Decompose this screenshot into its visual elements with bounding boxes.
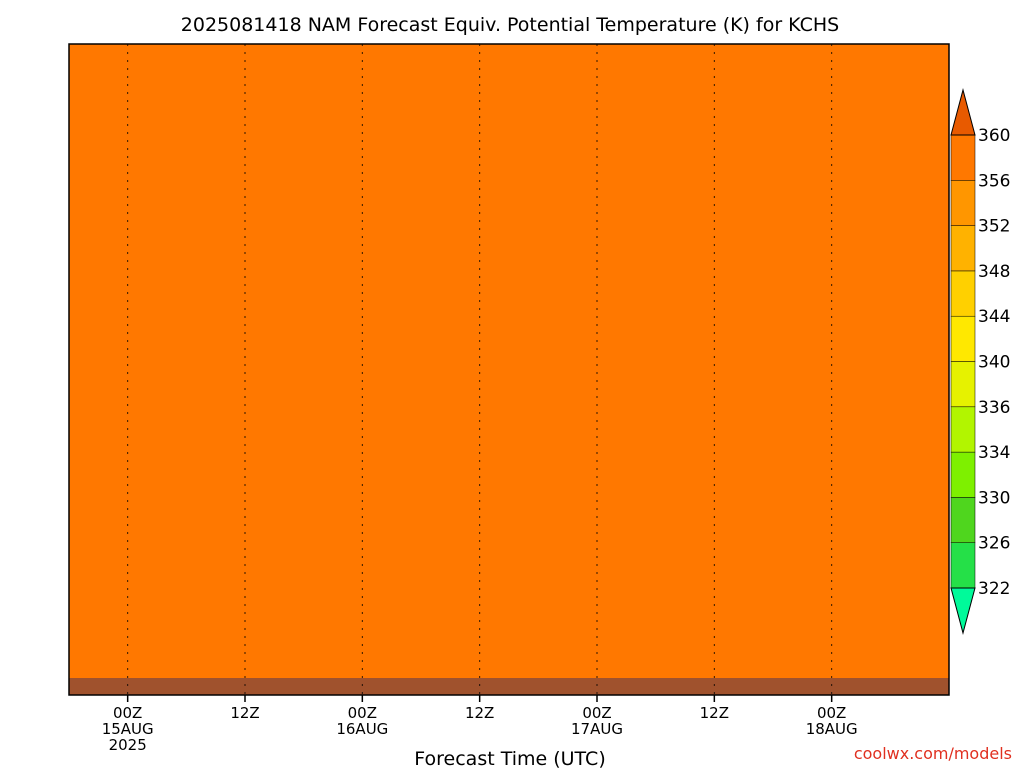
x-tick-label: 12Z	[700, 704, 729, 722]
colorbar-label: 336	[978, 398, 1010, 418]
colorbar-swatch	[950, 225, 976, 272]
ground-strip	[69, 678, 949, 695]
colorbar-swatch	[950, 180, 976, 226]
colorbar-label: 360	[978, 126, 1010, 146]
colorbar-swatch	[950, 270, 976, 317]
colorbar-swatch	[950, 406, 976, 453]
colorbar-label: 344	[978, 307, 1010, 327]
x-tick-label: 00Z	[582, 704, 611, 722]
x-tick-label: 18AUG	[806, 720, 858, 738]
x-tick-label: 00Z	[817, 704, 846, 722]
x-axis-label: Forecast Time (UTC)	[414, 748, 605, 768]
colorbar-swatch	[950, 361, 976, 408]
colorbar-label: 334	[978, 443, 1010, 463]
field-background	[69, 44, 949, 695]
colorbar-label: 352	[978, 217, 1010, 237]
colorbar-swatch	[950, 451, 976, 498]
x-tick-label: 15AUG	[102, 720, 154, 738]
colorbar-label: 326	[978, 534, 1010, 554]
colorbar-label: 356	[978, 171, 1010, 191]
colorbar-label: 348	[978, 262, 1010, 282]
credit-link[interactable]: coolwx.com/models	[854, 744, 1012, 763]
x-tick-label: 2025	[109, 736, 147, 754]
x-tick-label: 12Z	[230, 704, 259, 722]
colorbar-swatch	[950, 542, 976, 589]
colorbar: 322 326 330 334 336 340 344 348 352 356 360	[950, 88, 1010, 635]
x-tick-label: 00Z	[113, 704, 142, 722]
plot-frame	[68, 43, 950, 696]
colorbar-label: 330	[978, 488, 1010, 508]
x-tick-label: 12Z	[465, 704, 494, 722]
x-tick-label: 00Z	[348, 704, 377, 722]
colorbar-low-arrow	[950, 587, 976, 635]
colorbar-swatch	[950, 497, 976, 543]
x-tick-label: 16AUG	[336, 720, 388, 738]
colorbar-high-arrow	[950, 88, 976, 136]
colorbar-label: 340	[978, 353, 1010, 373]
colorbar-swatch	[950, 315, 976, 362]
colorbar-swatch	[950, 134, 976, 181]
plot-area: 3483443443443483403403403403363363363443…	[68, 43, 950, 696]
colorbar-label: 322	[978, 579, 1010, 599]
chart-title: 2025081418 NAM Forecast Equiv. Potential…	[181, 14, 839, 36]
x-tick-label: 17AUG	[571, 720, 623, 738]
